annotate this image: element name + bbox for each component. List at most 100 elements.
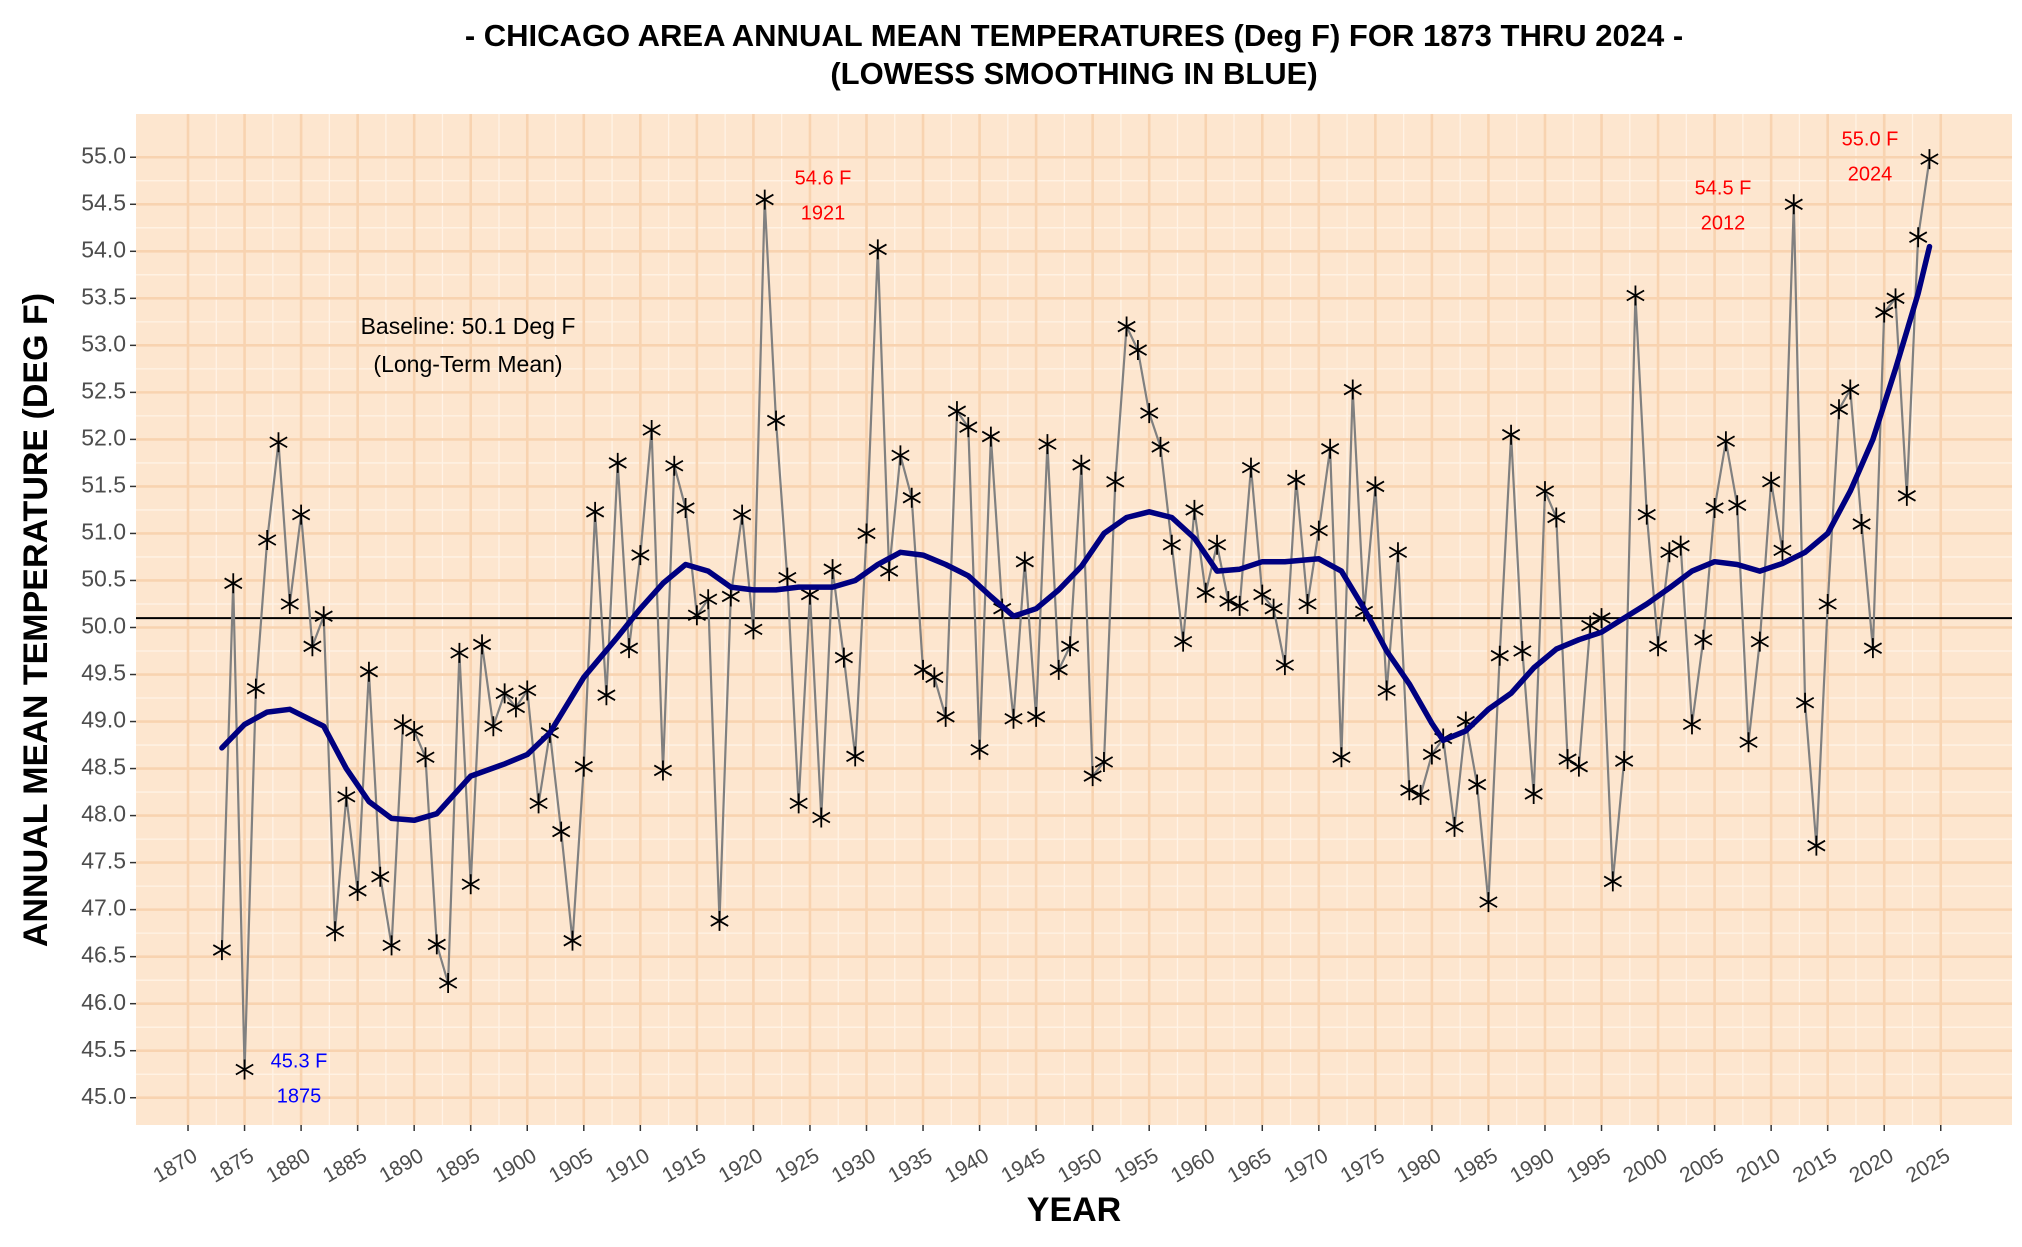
data-point xyxy=(1897,485,1916,506)
data-point xyxy=(970,739,989,760)
data-point xyxy=(1524,783,1543,804)
chart-subtitle: (LOWESS SMOOTHING IN BLUE) xyxy=(830,56,1317,91)
data-point xyxy=(1705,498,1724,519)
data-point xyxy=(1501,424,1521,445)
data-point xyxy=(348,880,367,901)
data-point xyxy=(981,426,1000,447)
data-point xyxy=(1637,504,1656,525)
data-point xyxy=(337,786,356,807)
data-point xyxy=(303,636,322,657)
data-point xyxy=(755,189,774,210)
y-tick-label: 54.5 xyxy=(81,189,126,215)
y-tick-label: 46.5 xyxy=(81,942,126,968)
data-point xyxy=(1422,744,1442,765)
y-tick-label: 54.0 xyxy=(81,236,126,262)
data-point xyxy=(925,667,944,688)
data-point xyxy=(1253,584,1272,605)
data-point xyxy=(1716,431,1736,452)
y-tick-label: 45.0 xyxy=(81,1083,126,1109)
data-point xyxy=(1682,714,1702,735)
data-point xyxy=(778,567,797,588)
data-point xyxy=(1140,403,1159,424)
data-point xyxy=(1049,659,1068,680)
data-point xyxy=(891,445,910,466)
data-point xyxy=(1920,149,1939,170)
plot-panel xyxy=(136,114,2012,1125)
data-point xyxy=(619,638,639,659)
data-point xyxy=(1298,593,1317,614)
data-point xyxy=(1219,591,1238,612)
data-point xyxy=(1468,774,1487,795)
data-point xyxy=(1162,534,1181,555)
y-tick-label: 47.5 xyxy=(81,848,126,874)
baseline-label: (Long-Term Mean) xyxy=(373,351,562,377)
data-point xyxy=(495,683,514,704)
y-tick-label: 51.5 xyxy=(81,472,126,498)
data-point xyxy=(506,697,526,718)
data-point xyxy=(461,874,480,895)
data-point xyxy=(1569,756,1589,777)
y-tick-label: 49.5 xyxy=(81,660,126,686)
data-point xyxy=(744,619,763,640)
data-point xyxy=(1615,751,1634,772)
y-tick-label: 51.0 xyxy=(81,519,126,545)
data-point xyxy=(1106,471,1125,492)
data-point xyxy=(1795,692,1815,713)
data-point xyxy=(235,1059,254,1080)
data-point xyxy=(1027,706,1046,727)
y-tick-label: 45.5 xyxy=(81,1036,126,1062)
data-point xyxy=(1264,598,1283,619)
data-point xyxy=(1648,636,1668,657)
data-point xyxy=(563,930,582,951)
data-point xyxy=(472,634,492,655)
data-point xyxy=(518,680,537,701)
data-point xyxy=(529,793,548,814)
y-axis-label: ANNUAL MEAN TEMPERATURE (DEG F) xyxy=(17,293,55,947)
data-point xyxy=(1287,469,1306,490)
data-point xyxy=(405,720,424,741)
y-tick-label: 46.0 xyxy=(81,989,126,1015)
data-point xyxy=(880,561,899,582)
data-point xyxy=(812,807,831,828)
annotation: 54.5 F xyxy=(1695,177,1752,199)
data-point xyxy=(1411,784,1430,805)
data-point xyxy=(1388,542,1408,563)
data-point xyxy=(1728,495,1747,516)
data-point xyxy=(1094,751,1114,772)
data-point xyxy=(212,940,232,961)
data-point xyxy=(438,972,458,993)
data-point xyxy=(574,756,593,777)
data-point xyxy=(1490,645,1509,666)
data-point xyxy=(1807,835,1826,856)
baseline-label: Baseline: 50.1 Deg F xyxy=(361,313,576,339)
data-point xyxy=(1445,816,1464,837)
data-point xyxy=(1004,708,1023,729)
data-point xyxy=(1773,540,1792,561)
data-point xyxy=(1230,595,1249,616)
data-point xyxy=(936,706,955,727)
y-tick-label: 49.0 xyxy=(81,707,126,733)
data-point xyxy=(1151,436,1170,457)
y-tick-label: 50.5 xyxy=(81,566,126,592)
data-point xyxy=(1072,454,1091,475)
annotation: 55.0 F xyxy=(1842,128,1899,150)
annotation: 2012 xyxy=(1701,212,1746,234)
data-point xyxy=(1603,871,1622,892)
data-point xyxy=(1343,379,1362,400)
annotation: 1875 xyxy=(277,1085,322,1107)
data-point xyxy=(1909,227,1928,248)
data-point xyxy=(631,545,650,566)
data-point xyxy=(1275,655,1295,676)
lowess-line xyxy=(219,243,1933,824)
data-point xyxy=(450,642,469,663)
data-point xyxy=(857,523,876,544)
data-point xyxy=(902,487,921,508)
y-tick-label: 48.5 xyxy=(81,754,126,780)
annotation: 1921 xyxy=(801,202,846,224)
annotation: 54.6 F xyxy=(795,167,852,189)
data-point xyxy=(959,417,978,438)
data-point xyxy=(1377,680,1396,701)
y-tick-label: 47.0 xyxy=(81,895,126,921)
data-point xyxy=(1185,499,1204,520)
